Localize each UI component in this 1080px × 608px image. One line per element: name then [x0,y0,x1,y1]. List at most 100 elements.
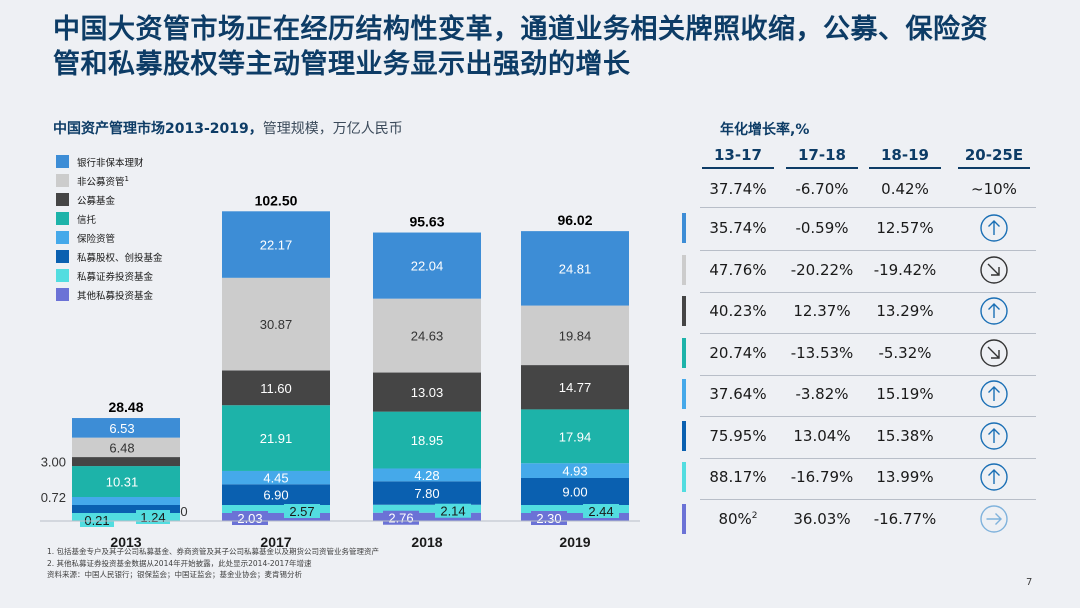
row-separator [700,250,1036,251]
growth-footnote-ref: 2 [751,510,758,521]
bar-value-label: 24.63 [411,329,444,344]
bar-segment [521,409,629,464]
footnote-2: 2. 其他私募证券投资基金数据从2014年开始披露，此处显示2014-2017年… [47,558,312,568]
legend-swatch [56,231,69,244]
bar-value-label: 4.45 [263,471,288,486]
growth-value: 75.95% [709,426,767,445]
arrow-up-circle-icon [979,462,1009,492]
legend-item: 私募证券投资基金 [56,266,163,285]
bar-segment [373,512,481,521]
growth-value: 13.29% [876,302,934,320]
legend-swatch [56,269,69,282]
category-color-marker [682,462,686,492]
bar-segment [72,466,180,497]
legend-label: 银行非保本理财 [77,157,144,169]
footnotes: 1. 包括基金专户及其子公司私募基金、券商资管及其子公司私募基金以及期货公司资管… [47,546,379,581]
growth-value: 20.74% [709,343,767,362]
page-number: 7 [1026,577,1033,588]
bar-segment [72,497,180,505]
growth-value: 12.37% [793,302,851,320]
bar-segment [72,513,180,521]
bar-value-label: 21.91 [260,431,293,446]
bar-value-label: 9.00 [562,485,587,500]
row-separator [700,207,1036,208]
arrow-up-circle-icon [979,296,1009,326]
bar-segment [521,365,629,410]
growth-column-header: 17-18 [786,146,858,169]
growth-column-header: 13-17 [702,146,774,169]
legend-swatch [56,174,69,187]
bar-segment [373,298,481,373]
bar-segment [521,505,629,513]
bar-value-label: 13.03 [411,385,444,400]
row-separator [700,374,1036,376]
bar-segment [521,463,629,478]
bar-value-label: 2.30 [536,511,561,526]
legend-label: 保险资管 [77,233,116,245]
legend-label: 私募证券投资基金 [77,271,154,283]
legend-item: 公募基金 [56,190,163,209]
legend-item: 非公募资管1 [56,171,163,190]
bar-segment [373,481,481,505]
chart-legend: 银行非保本理财 非公募资管1 公募基金 信托 保险资管 私募股权、创投基金 私募证券投资基金… [56,152,163,304]
bar-segment [72,505,180,513]
legend-swatch [56,155,69,168]
legend-label: 信托 [77,214,97,226]
bar-segment [521,513,629,521]
label-callout-box [284,504,320,518]
bar-segment [222,505,330,513]
growth-value: 35.74% [709,219,767,237]
bar-value-label: 6.53 [109,421,134,436]
legend-swatch [56,288,69,301]
growth-value: 13.04% [793,426,851,445]
category-color-marker [682,254,686,285]
row-separator [700,333,1036,334]
growth-value: -16.77% [873,509,937,528]
title-line-2: 管和私募股权等主动管理业务显示出强劲的增长 [53,49,631,80]
legend-footnote-ref: 1 [124,174,129,183]
growth-value: -5.32% [878,343,932,362]
bar-value-label: 3.00 [41,455,66,470]
label-callout-box [80,513,114,527]
arrow-down-right-circle-icon [979,255,1009,285]
label-callout-box [435,503,471,518]
growth-value: 12.57% [876,219,934,237]
growth-total-value: -6.70% [795,180,849,198]
bar-value-label: 19.84 [559,328,592,343]
bar-value-label: 2.76 [388,511,413,526]
arrow-down-right-circle-icon [979,338,1009,368]
bar-value-label: 2.57 [289,504,314,519]
bar-segment [222,370,330,406]
growth-value: 40.23% [709,302,767,320]
bar-total-label: 96.02 [557,212,592,228]
bar-value-label: 6.90 [263,488,288,503]
row-separator [700,291,1036,293]
slide-title: 中国大资管市场正在经历结构性变革，通道业务相关牌照收缩，公募、保险资 管和私募股… [53,12,1053,82]
footnote-1: 1. 包括基金专户及其子公司私募基金、券商资管及其子公司私募基金以及期货公司资管… [47,547,380,556]
bar-value-label: 17.94 [559,429,592,444]
chart-subtitle-bold: 中国资产管理市场2013-2019， [53,121,263,137]
category-color-marker [682,503,686,534]
x-tick-label: 2019 [559,534,590,550]
x-tick-label: 2017 [260,534,291,550]
bar-value-label: 18.95 [411,433,444,448]
bar-value-label: 1.24 [140,510,165,525]
bar-segment [72,418,180,438]
x-tick-label: 2018 [411,534,442,550]
arrow-up-circle-icon [979,421,1009,451]
row-separator [700,416,1036,417]
bar-segment [222,513,330,521]
legend-swatch [56,250,69,263]
bar-total-label: 102.50 [255,192,298,208]
bar-segment [521,478,629,505]
legend-item: 其他私募投资基金 [56,285,163,304]
growth-total-value: 37.74% [709,180,767,198]
category-color-marker [682,296,686,326]
growth-value: 15.19% [876,385,934,403]
growth-total-value: ~10% [971,180,1017,198]
growth-value: 88.17% [709,468,767,486]
bar-total-label: 28.48 [108,399,143,415]
chart-subtitle: 中国资产管理市场2013-2019，管理规模，万亿人民币 [53,118,403,138]
row-separator [700,499,1036,500]
bar-segment [521,231,629,306]
